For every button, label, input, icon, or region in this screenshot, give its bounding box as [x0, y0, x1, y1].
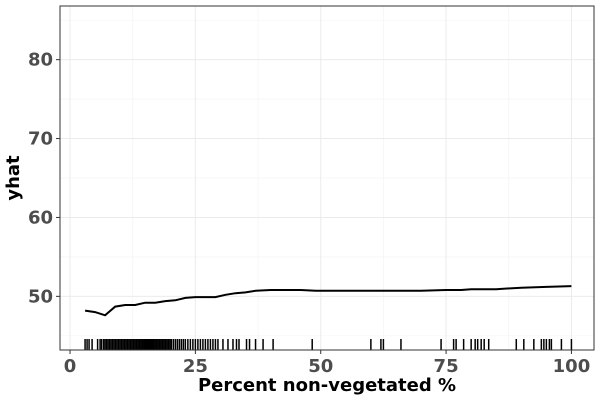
y-tick-label: 60 [28, 207, 53, 228]
series-lines [84, 285, 572, 317]
x-tick-label: 100 [553, 356, 591, 377]
y-axis-title: yhat [3, 155, 24, 201]
y-axis-ticks: 50 60 70 80 [28, 50, 60, 307]
x-tick-label: 50 [308, 356, 333, 377]
x-axis-title: Percent non-vegetated % [198, 375, 456, 396]
x-tick-label: 0 [64, 356, 77, 377]
y-tick-label: 80 [28, 50, 53, 71]
y-tick-label: 50 [28, 286, 53, 307]
x-tick-label: 25 [183, 356, 208, 377]
yhat-line [84, 285, 572, 317]
plot-panel-border [59, 5, 595, 351]
x-tick-label: 75 [434, 356, 459, 377]
rug-marks [84, 339, 573, 350]
grid [60, 6, 594, 350]
x-axis-ticks: 0 25 50 75 100 [64, 350, 590, 377]
y-tick-label: 70 [28, 129, 53, 150]
